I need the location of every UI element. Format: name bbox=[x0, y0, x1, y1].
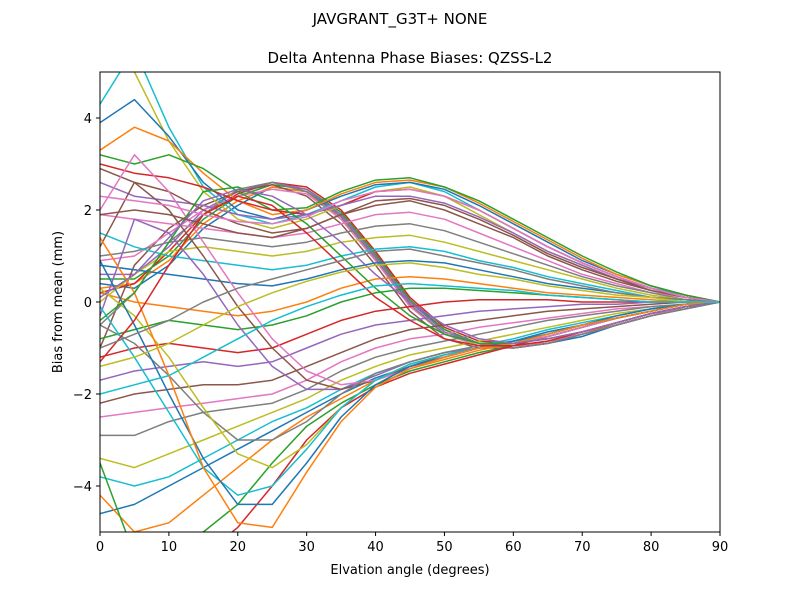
x-tick-label: 60 bbox=[505, 540, 522, 555]
series-line-16 bbox=[100, 167, 720, 303]
series-line-45 bbox=[100, 188, 720, 345]
y-tick-label: −4 bbox=[73, 480, 92, 495]
x-axis: 0 10 20 30 40 50 60 70 80 90 bbox=[96, 532, 728, 555]
series-line-33 bbox=[100, 301, 720, 532]
x-tick-label: 50 bbox=[436, 540, 453, 555]
x-tick-label: 10 bbox=[161, 540, 178, 555]
x-tick-label: 0 bbox=[96, 540, 104, 555]
y-tick-label: 4 bbox=[84, 112, 92, 127]
x-tick-label: 40 bbox=[367, 540, 384, 555]
series-line-49 bbox=[100, 262, 720, 368]
x-tick-label: 80 bbox=[643, 540, 660, 555]
series-line-13 bbox=[100, 154, 720, 303]
series-line-29 bbox=[100, 301, 720, 469]
series-line-42 bbox=[100, 237, 720, 529]
x-tick-label: 90 bbox=[712, 540, 729, 555]
y-tick-label: 0 bbox=[84, 296, 92, 311]
series-layer bbox=[100, 72, 720, 532]
series-line-27 bbox=[100, 301, 720, 418]
x-axis-label: Elvation angle (degrees) bbox=[330, 563, 489, 578]
series-line-12 bbox=[100, 126, 720, 303]
y-tick-label: −2 bbox=[73, 388, 92, 403]
series-line-26 bbox=[100, 301, 720, 404]
series-line-24 bbox=[100, 298, 720, 358]
series-line-31 bbox=[100, 301, 720, 515]
series-line-32 bbox=[100, 301, 720, 532]
figure-suptitle: JAVGRANT_G3T+ NONE bbox=[312, 10, 488, 29]
series-line-48 bbox=[100, 248, 720, 349]
x-tick-label: 30 bbox=[298, 540, 315, 555]
x-tick-label: 70 bbox=[574, 540, 591, 555]
chart-title: Delta Antenna Phase Biases: QZSS-L2 bbox=[268, 49, 553, 67]
series-line-18 bbox=[100, 223, 720, 303]
series-line-20 bbox=[100, 232, 720, 303]
x-tick-label: 20 bbox=[230, 540, 247, 555]
y-axis-label: Bias from mean (mm) bbox=[51, 231, 66, 373]
series-line-19 bbox=[100, 234, 720, 303]
series-line-17 bbox=[100, 211, 720, 303]
series-line-46 bbox=[100, 197, 720, 303]
y-axis: −4 −2 0 2 4 bbox=[73, 112, 100, 495]
series-line-22 bbox=[100, 275, 720, 317]
series-line-47 bbox=[100, 188, 720, 303]
y-tick-label: 2 bbox=[84, 204, 92, 219]
series-line-50 bbox=[100, 282, 720, 395]
